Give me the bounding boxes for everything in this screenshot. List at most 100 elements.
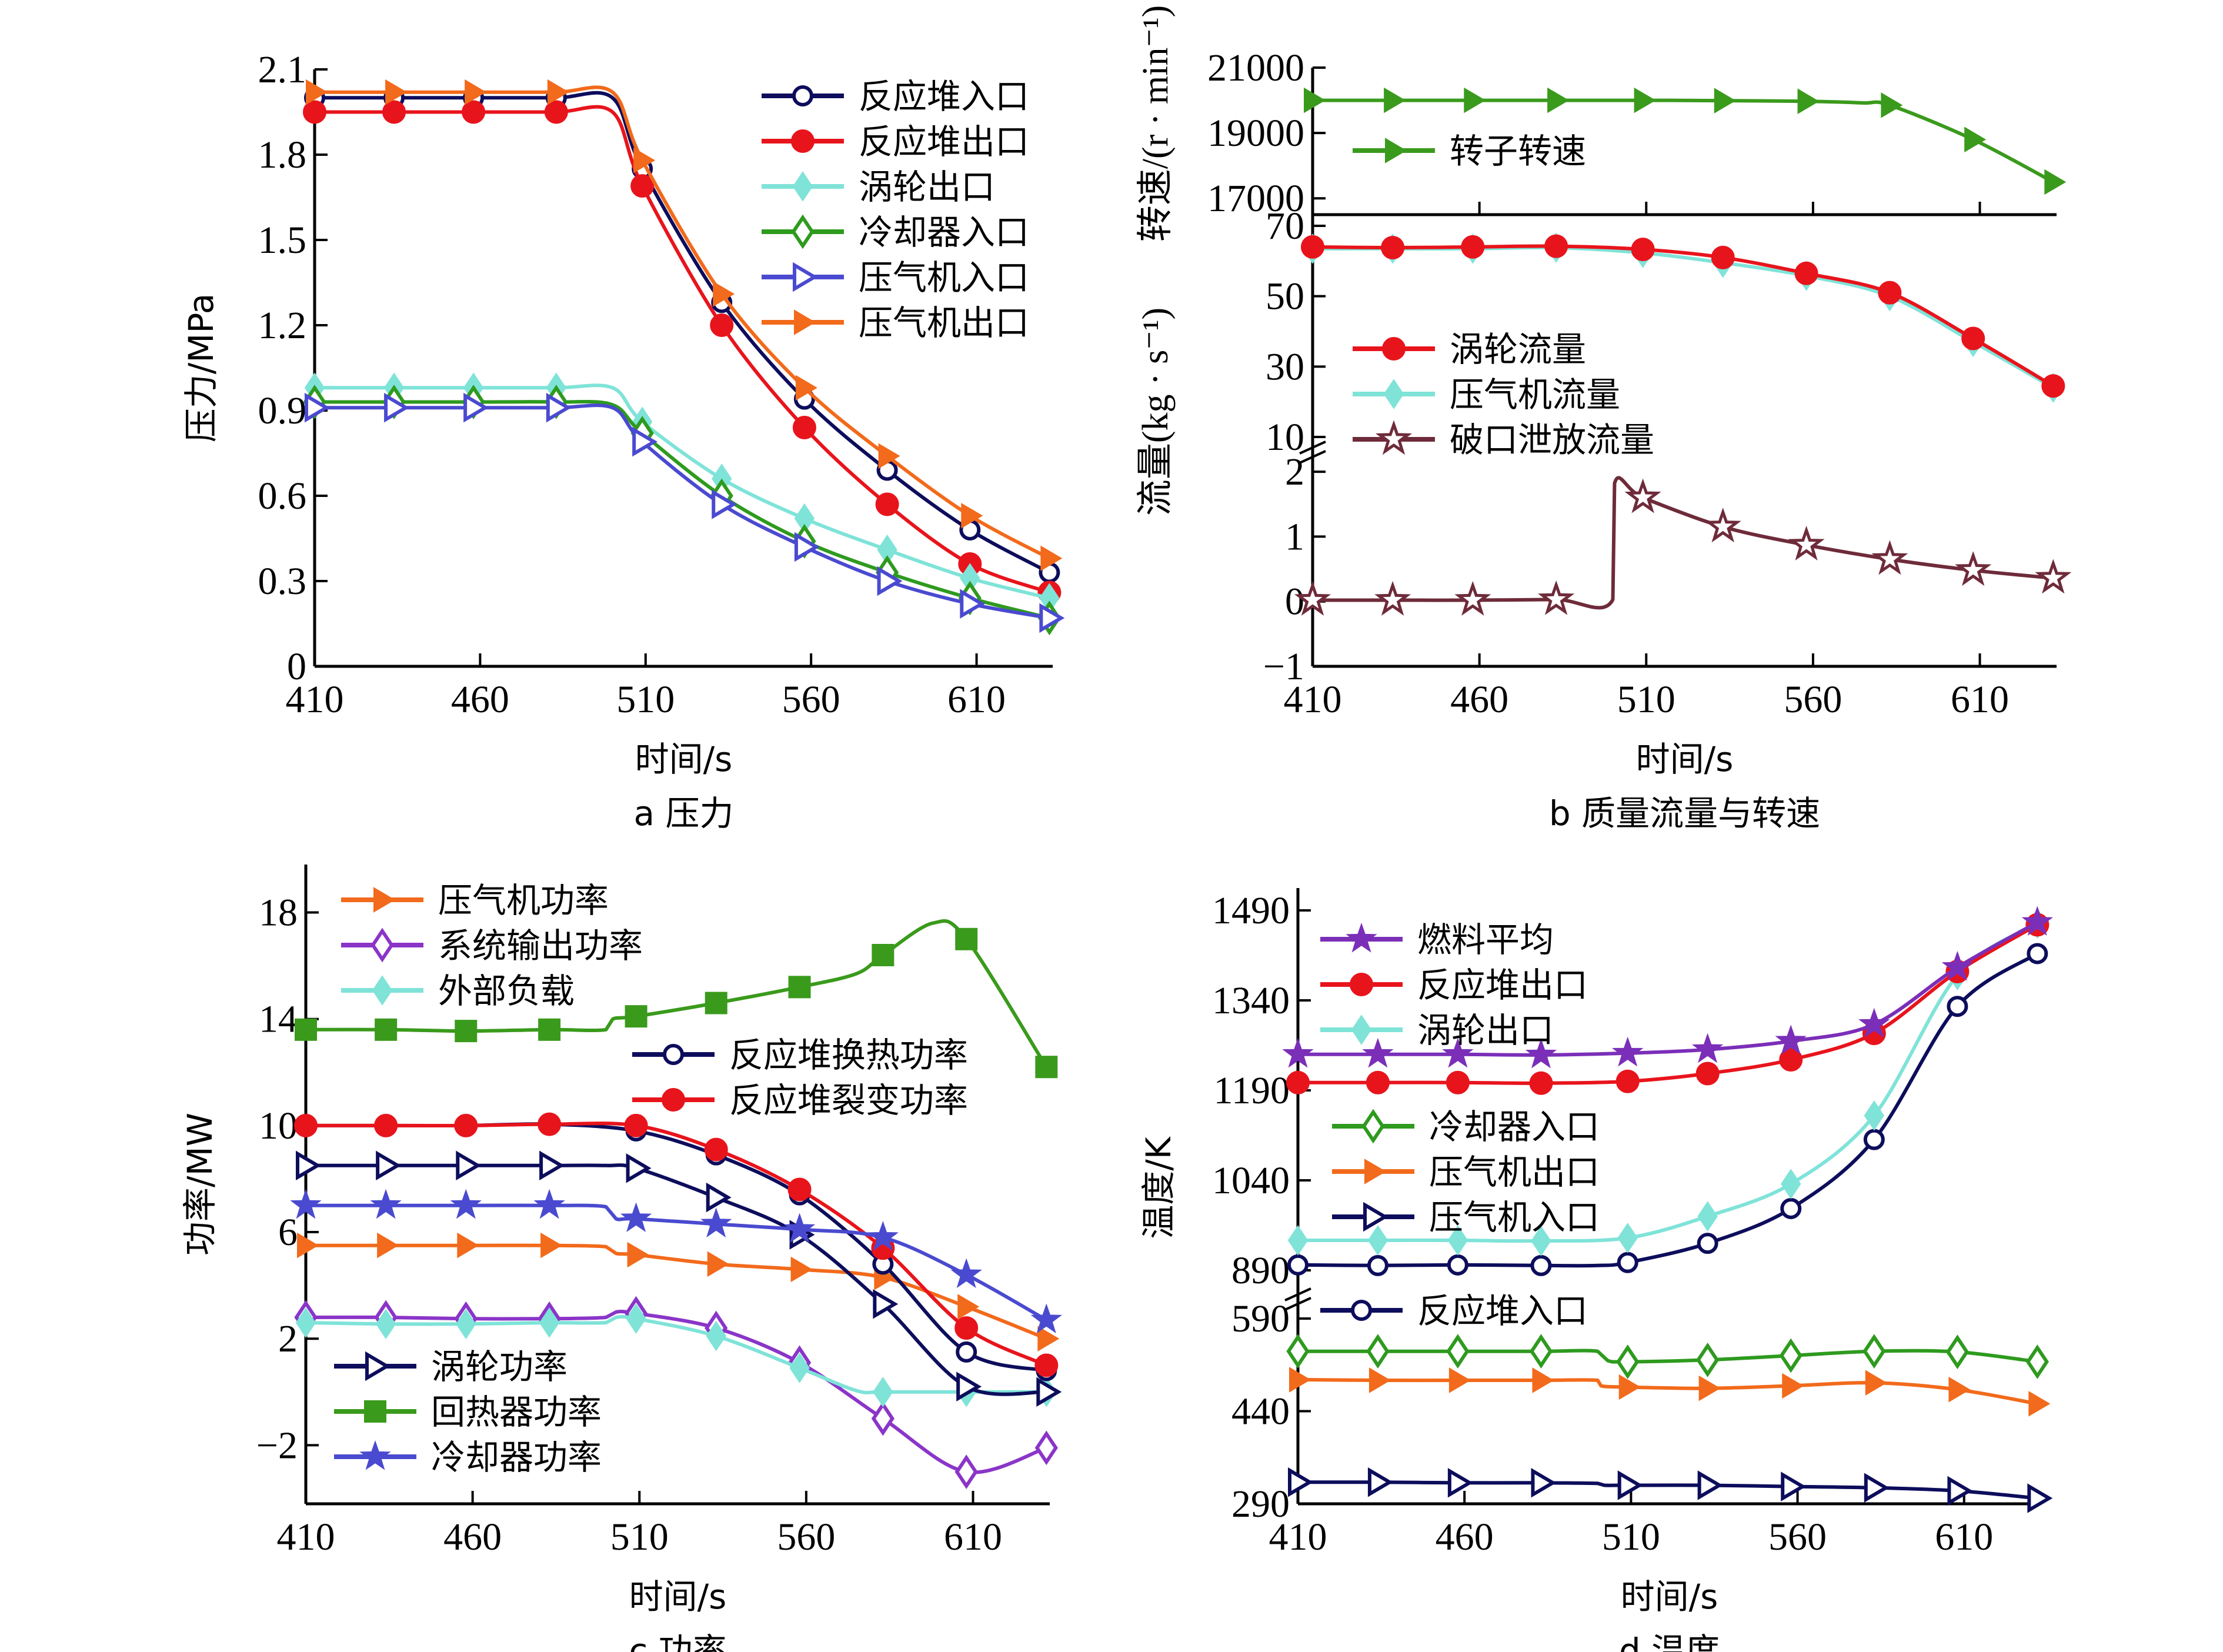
- data-point: [1286, 1334, 1310, 1369]
- data-point: [2035, 559, 2072, 594]
- data-point: [1037, 1326, 1060, 1351]
- series-回热器功率: [295, 919, 1058, 1079]
- y-tick-label: 2.1: [258, 48, 307, 91]
- series-压气机出口: [306, 79, 1063, 572]
- data-point: [1697, 1201, 1718, 1232]
- data-point: [704, 1137, 728, 1162]
- y-tick-label: 1190: [1213, 1069, 1290, 1112]
- data-point: [2041, 374, 2065, 398]
- x-tick-label: 610: [1951, 678, 2009, 721]
- data-point: [1034, 1430, 1058, 1466]
- data-point: [1631, 238, 1655, 262]
- data-point: [1538, 580, 1575, 615]
- legend-item: 压气机入口: [762, 258, 1029, 298]
- series-line: [1296, 922, 2040, 1243]
- y-tick-label: 17000: [1207, 177, 1304, 220]
- legend-marker: [359, 1440, 391, 1470]
- legend-item: 压气机功率: [341, 880, 609, 920]
- legend-label: 压气机功率: [438, 880, 609, 920]
- data-point: [1447, 1225, 1468, 1256]
- legend-marker: [1382, 337, 1406, 361]
- legend-label: 反应堆出口: [1417, 965, 1588, 1005]
- data-point: [1634, 87, 1656, 114]
- panel-caption: b 质量流量与转速: [1549, 793, 1820, 833]
- data-point: [375, 1018, 398, 1041]
- legend-label: 反应堆裂变功率: [729, 1080, 968, 1120]
- legend-marker: [662, 1088, 685, 1112]
- legend-marker: [1383, 379, 1404, 409]
- data-point: [456, 1150, 482, 1181]
- legend-label: 转子转速: [1450, 131, 1586, 171]
- y-tick-label: 6: [278, 1211, 298, 1254]
- x-tick-label: 560: [782, 678, 840, 721]
- data-point: [1448, 1367, 1471, 1393]
- data-point: [376, 1150, 402, 1181]
- data-point: [1698, 1375, 1721, 1401]
- data-point: [370, 1189, 402, 1219]
- legend-label: 压气机入口: [1429, 1197, 1600, 1237]
- x-axis-title: 时间/s: [1636, 739, 1734, 779]
- data-point: [1030, 1303, 1062, 1334]
- data-point: [1530, 1254, 1552, 1276]
- data-point: [1446, 1334, 1470, 1369]
- series-压气机入口: [305, 392, 1065, 633]
- data-point: [1532, 1367, 1554, 1393]
- y-tick-label: 0: [1285, 580, 1304, 623]
- data-point: [1618, 1374, 1641, 1400]
- data-point: [295, 1307, 316, 1338]
- data-point: [1695, 1062, 1720, 1086]
- data-point: [1286, 1070, 1310, 1094]
- data-point: [706, 1182, 732, 1213]
- legend-item: 冷却器功率: [334, 1437, 602, 1477]
- data-point: [1948, 1377, 1971, 1403]
- data-point: [1779, 1047, 1803, 1072]
- data-point: [954, 1316, 979, 1340]
- legend-label: 反应堆换热功率: [729, 1035, 968, 1075]
- data-point: [957, 1294, 980, 1320]
- data-point: [1366, 1070, 1390, 1094]
- y-tick-label: 590: [1231, 1297, 1290, 1340]
- data-point: [2025, 1344, 2049, 1379]
- data-point: [875, 492, 899, 516]
- legend-label: 系统输出功率: [438, 926, 643, 966]
- data-point: [1782, 1373, 1804, 1399]
- data-point: [533, 1189, 565, 1219]
- data-point: [1862, 1334, 1886, 1369]
- legend-item: 反应堆入口: [762, 76, 1029, 116]
- x-axis-title: 时间/s: [635, 739, 733, 779]
- y-tick-label: −2: [256, 1424, 298, 1467]
- legend-marker: [1361, 1109, 1385, 1144]
- data-point: [1947, 996, 1968, 1017]
- data-point: [384, 392, 409, 423]
- series-line: [1311, 245, 2055, 390]
- legend-label: 反应堆入口: [1417, 1291, 1588, 1331]
- series-破口泄放流量: [1294, 476, 2072, 616]
- legend-marker: [663, 1044, 684, 1065]
- data-point: [713, 281, 735, 307]
- data-point: [457, 1232, 479, 1259]
- x-axis-title: 时间/s: [629, 1577, 727, 1617]
- axis-break-mark: [1284, 1297, 1311, 1311]
- data-point: [1964, 126, 1987, 152]
- data-point: [374, 1113, 398, 1137]
- legend-label: 燃料平均: [1417, 920, 1554, 960]
- x-tick-label: 510: [610, 1516, 669, 1558]
- legend-item: 涡轮出口: [762, 167, 995, 207]
- data-point: [1035, 1056, 1058, 1079]
- y-axis-title-speed: 转速/(r · min⁻¹): [1136, 5, 1176, 242]
- data-point: [627, 1241, 649, 1268]
- series-反应堆出口: [303, 100, 1062, 605]
- data-point: [1612, 1036, 1644, 1067]
- legend-label: 反应堆入口: [859, 76, 1029, 116]
- legend-marker: [1346, 922, 1377, 953]
- data-point: [1797, 88, 1820, 114]
- legend-label: 压气机出口: [1429, 1152, 1600, 1192]
- y-tick-label: 18: [259, 892, 298, 935]
- data-point: [1461, 235, 1485, 259]
- data-point: [540, 1232, 563, 1259]
- series-line: [1296, 920, 2040, 1057]
- series-line: [1296, 1377, 2040, 1406]
- legend-item: 外部负载: [341, 971, 575, 1011]
